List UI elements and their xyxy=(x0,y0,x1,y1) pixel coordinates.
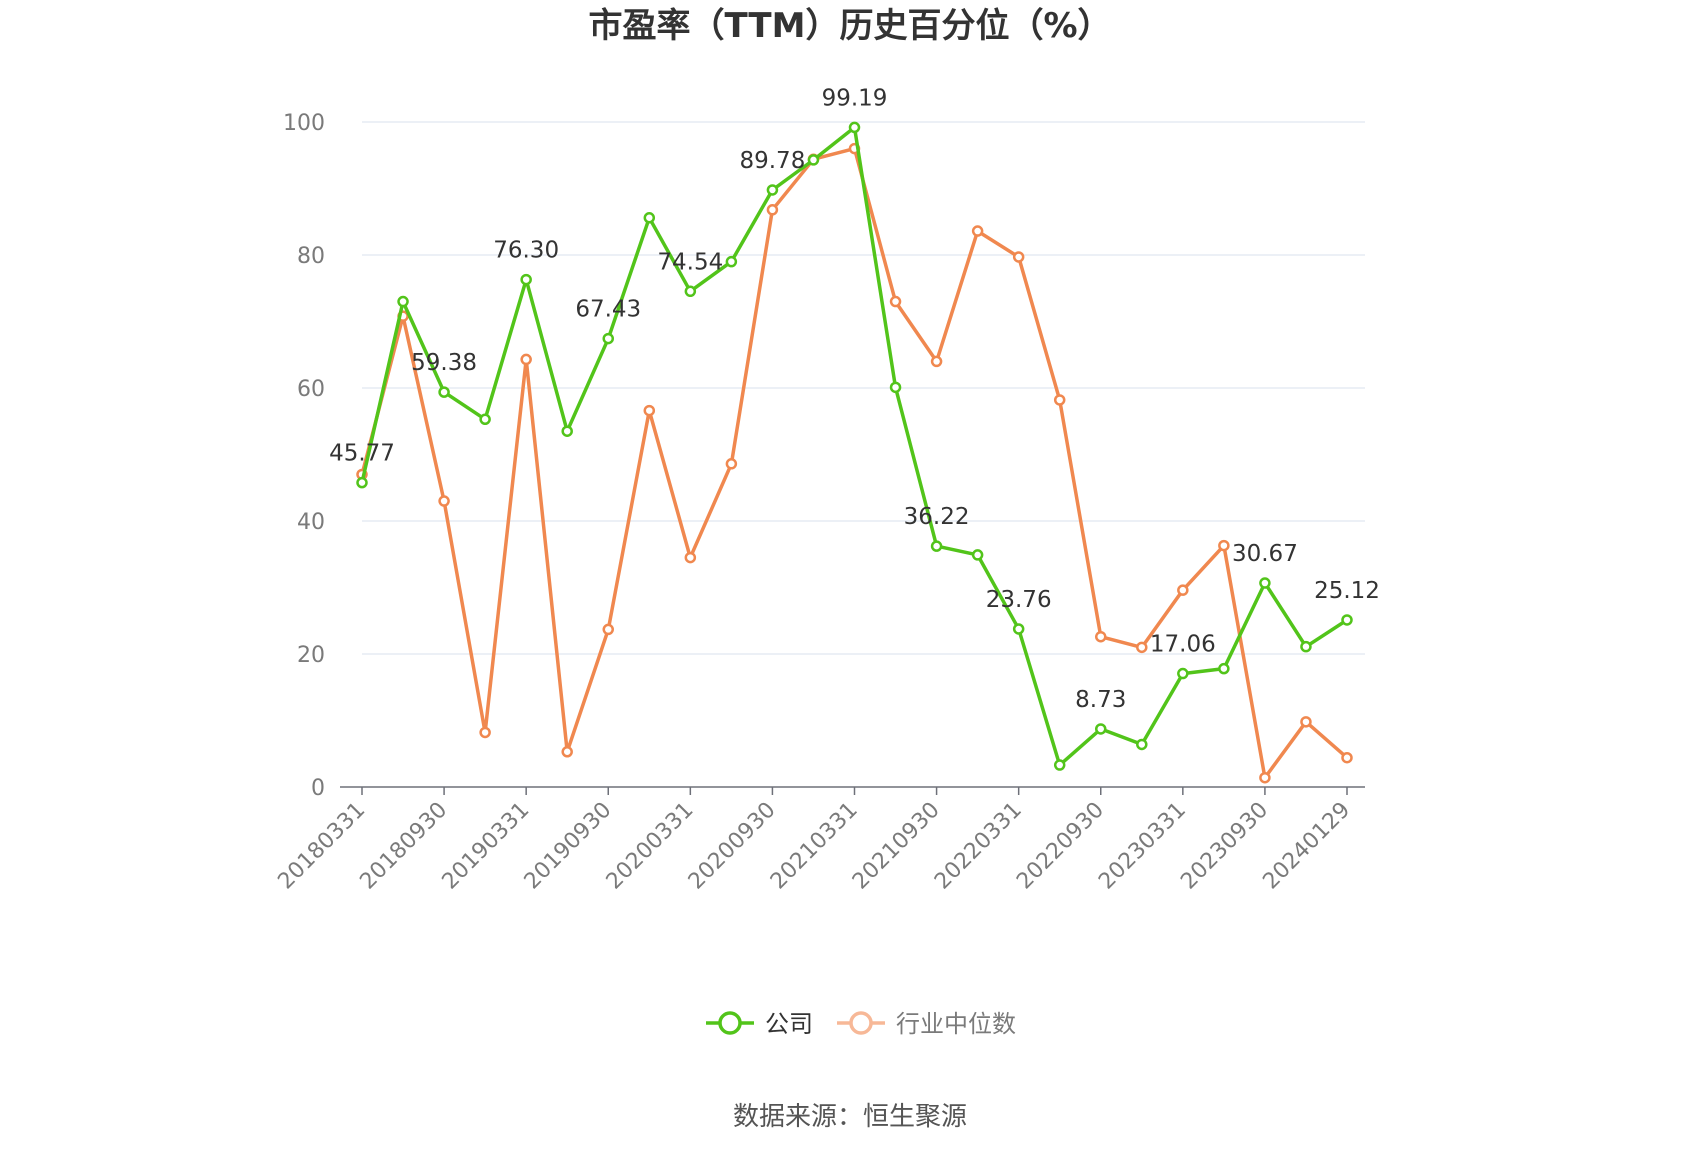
x-tick-label: 20220930 xyxy=(1012,798,1109,895)
data-point[interactable] xyxy=(1095,630,1107,643)
data-point[interactable] xyxy=(1012,623,1025,635)
data-point[interactable] xyxy=(1300,716,1312,728)
grid xyxy=(362,121,1365,655)
data-point[interactable] xyxy=(766,184,779,196)
legend[interactable]: 公司 行业中位数 xyxy=(706,1010,1016,1038)
data-point[interactable] xyxy=(971,225,984,237)
data-labels: 45.77 59.38 76.30 67.43 74.54 89.78 99.19 36.22… xyxy=(329,85,1380,713)
data-point[interactable] xyxy=(602,332,614,345)
y-tick-label: 60 xyxy=(297,377,325,402)
data-label: 89.78 xyxy=(739,148,805,174)
data-point[interactable] xyxy=(1218,662,1230,675)
data-label: 8.73 xyxy=(1075,687,1126,713)
y-tick-label: 0 xyxy=(311,776,325,801)
data-point[interactable] xyxy=(684,285,697,298)
x-tick-label: 20200930 xyxy=(684,798,781,895)
data-point[interactable] xyxy=(1053,759,1066,771)
data-point[interactable] xyxy=(807,154,820,166)
x-tick-label: 20200331 xyxy=(602,798,699,895)
data-point[interactable] xyxy=(1177,584,1189,596)
legend-label: 公司 xyxy=(765,1010,813,1038)
x-tick-label: 20180930 xyxy=(355,798,452,895)
y-tick-label: 20 xyxy=(297,643,325,668)
data-point[interactable] xyxy=(1218,539,1230,552)
data-point[interactable] xyxy=(766,204,779,216)
data-point[interactable] xyxy=(848,121,861,134)
series-line xyxy=(360,125,1348,767)
data-point[interactable] xyxy=(602,623,614,636)
data-label: 23.76 xyxy=(986,587,1052,613)
data-point[interactable] xyxy=(684,551,697,564)
x-tick-label: 20220331 xyxy=(930,798,1027,895)
data-point[interactable] xyxy=(643,404,656,417)
data-point[interactable] xyxy=(1136,641,1148,654)
data-label: 17.06 xyxy=(1150,632,1216,658)
series-layer xyxy=(356,121,1353,784)
data-point[interactable] xyxy=(889,295,902,308)
legend-item-0[interactable]: 公司 xyxy=(706,1010,813,1038)
data-point[interactable] xyxy=(397,295,409,308)
data-label: 36.22 xyxy=(904,504,970,530)
data-point[interactable] xyxy=(561,746,573,758)
data-label: 99.19 xyxy=(822,85,888,111)
data-point[interactable] xyxy=(438,495,450,507)
data-label: 30.67 xyxy=(1232,541,1298,567)
data-point[interactable] xyxy=(725,458,738,470)
y-tick-label: 80 xyxy=(297,244,325,269)
legend-swatch-marker xyxy=(849,1011,873,1035)
data-point[interactable] xyxy=(1095,723,1107,735)
x-tick-label: 20190331 xyxy=(438,798,535,895)
data-point[interactable] xyxy=(1259,577,1271,589)
series-0 xyxy=(356,121,1353,771)
legend-swatch-marker xyxy=(718,1011,742,1035)
axes: 0 20 40 60 80 100 2018033120180930201903312019… xyxy=(273,111,1365,894)
chart-title: 市盈率（TTM）历史百分位（%） xyxy=(588,6,1111,46)
data-point[interactable] xyxy=(1341,751,1353,764)
data-label: 67.43 xyxy=(575,297,641,323)
y-tick-label: 100 xyxy=(283,111,325,136)
data-point[interactable] xyxy=(1300,640,1312,653)
y-tick-label: 40 xyxy=(297,510,325,535)
x-tick-label: 20240129 xyxy=(1258,798,1355,895)
data-point[interactable] xyxy=(1136,738,1148,751)
x-tick-label: 20210930 xyxy=(848,798,945,895)
x-tick-label: 20230930 xyxy=(1176,798,1273,895)
data-label: 25.12 xyxy=(1314,578,1380,604)
data-point[interactable] xyxy=(1012,251,1025,263)
data-point[interactable] xyxy=(356,476,368,489)
data-label: 74.54 xyxy=(657,249,723,275)
data-point[interactable] xyxy=(479,413,491,426)
data-point[interactable] xyxy=(561,425,573,437)
data-label: 59.38 xyxy=(411,350,477,376)
data-point[interactable] xyxy=(971,549,984,561)
data-point[interactable] xyxy=(725,255,738,268)
data-label: 45.77 xyxy=(329,441,395,467)
data-point[interactable] xyxy=(1341,614,1353,626)
x-tick-label: 20180331 xyxy=(273,798,370,895)
x-tick-label: 20190930 xyxy=(520,798,617,895)
data-point[interactable] xyxy=(1053,394,1066,406)
legend-label: 行业中位数 xyxy=(896,1010,1016,1038)
data-point[interactable] xyxy=(930,540,943,552)
x-tick-label: 20230331 xyxy=(1094,798,1191,895)
data-point[interactable] xyxy=(1259,771,1271,784)
data-point[interactable] xyxy=(479,726,491,739)
data-point[interactable] xyxy=(643,212,656,224)
source-note: 数据来源：恒生聚源 xyxy=(733,1102,967,1132)
x-tick-label: 20210331 xyxy=(766,798,863,895)
data-point[interactable] xyxy=(520,273,532,286)
data-point[interactable] xyxy=(889,381,902,394)
data-point[interactable] xyxy=(1177,667,1189,680)
data-point[interactable] xyxy=(520,353,532,366)
data-point[interactable] xyxy=(438,386,450,398)
data-point[interactable] xyxy=(930,355,943,368)
data-label: 76.30 xyxy=(493,238,559,264)
legend-item-1[interactable]: 行业中位数 xyxy=(837,1010,1016,1038)
